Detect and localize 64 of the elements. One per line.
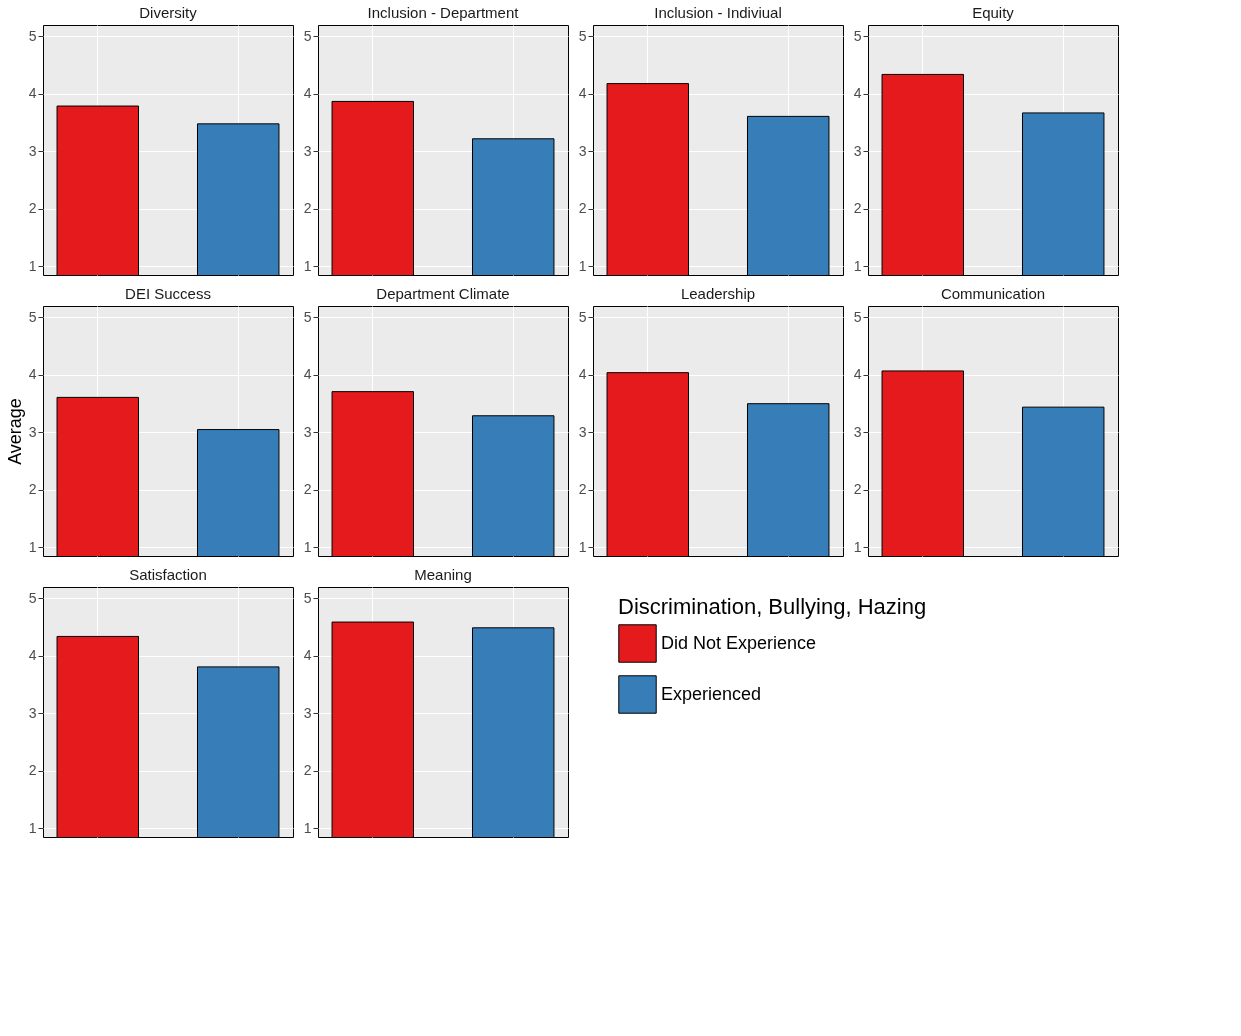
chart-title: Meaning <box>414 566 472 583</box>
y-tick-label: 1 <box>853 538 862 555</box>
y-tick-label: 2 <box>853 200 862 217</box>
y-tick-label: 5 <box>853 308 862 325</box>
y-tick-label: 5 <box>28 27 37 44</box>
y-tick-label: 3 <box>853 423 862 440</box>
y-tick-label: 5 <box>28 589 37 606</box>
y-tick-label: 2 <box>303 200 312 217</box>
y-tick-label: 3 <box>28 704 37 721</box>
chart-title: Inclusion - Indiviual <box>654 4 782 21</box>
chart-title: Satisfaction <box>129 566 207 583</box>
y-tick-label: 4 <box>303 85 312 102</box>
legend-label: Did Not Experience <box>661 632 817 653</box>
chart-title: Communication <box>940 285 1046 302</box>
y-tick-label: 2 <box>303 481 312 498</box>
y-axis-title: Average <box>4 398 25 465</box>
y-tick-label: 1 <box>28 257 37 274</box>
y-tick-label: 3 <box>28 423 37 440</box>
y-tick-label: 3 <box>28 142 37 159</box>
y-tick-label: 5 <box>303 589 312 606</box>
y-tick-label: 1 <box>303 538 312 555</box>
y-tick-label: 4 <box>303 647 312 664</box>
y-tick-label: 3 <box>303 423 312 440</box>
y-tick-label: 5 <box>303 27 312 44</box>
chart-title: Diversity <box>139 4 198 21</box>
y-tick-label: 4 <box>303 366 312 383</box>
y-tick-label: 4 <box>578 85 587 102</box>
y-tick-label: 4 <box>28 366 37 383</box>
y-tick-label: 4 <box>853 366 862 383</box>
y-tick-label: 5 <box>578 308 587 325</box>
chart-title: Leadership <box>680 285 756 302</box>
chart-title: Inclusion - Department <box>367 4 520 21</box>
y-tick-label: 2 <box>303 762 312 779</box>
y-tick-label: 4 <box>28 647 37 664</box>
y-tick-label: 1 <box>28 819 37 836</box>
y-tick-label: 4 <box>28 85 37 102</box>
y-tick-label: 3 <box>853 142 862 159</box>
y-tick-label: 5 <box>853 27 862 44</box>
y-tick-label: 1 <box>578 257 587 274</box>
y-tick-label: 1 <box>28 538 37 555</box>
chart-title: DEI Success <box>125 285 211 302</box>
y-tick-label: 2 <box>578 200 587 217</box>
y-tick-label: 3 <box>578 142 587 159</box>
y-tick-label: 3 <box>303 142 312 159</box>
y-tick-label: 5 <box>303 308 312 325</box>
chart-title: Equity <box>972 4 1015 21</box>
y-tick-label: 1 <box>303 257 312 274</box>
y-tick-label: 2 <box>853 481 862 498</box>
y-tick-label: 1 <box>303 819 312 836</box>
legend-label: Experienced <box>661 683 762 704</box>
y-tick-label: 2 <box>28 762 37 779</box>
y-tick-label: 3 <box>578 423 587 440</box>
y-tick-label: 5 <box>578 27 587 44</box>
y-tick-label: 1 <box>578 538 587 555</box>
y-tick-label: 2 <box>578 481 587 498</box>
y-tick-label: 4 <box>853 85 862 102</box>
chart-title: Department Climate <box>376 285 510 302</box>
legend-title: Discrimination, Bullying, Hazing <box>618 594 927 619</box>
y-tick-label: 1 <box>853 257 862 274</box>
y-tick-label: 3 <box>303 704 312 721</box>
y-tick-label: 5 <box>28 308 37 325</box>
y-tick-label: 4 <box>578 366 587 383</box>
y-tick-label: 2 <box>28 200 37 217</box>
y-tick-label: 2 <box>28 481 37 498</box>
